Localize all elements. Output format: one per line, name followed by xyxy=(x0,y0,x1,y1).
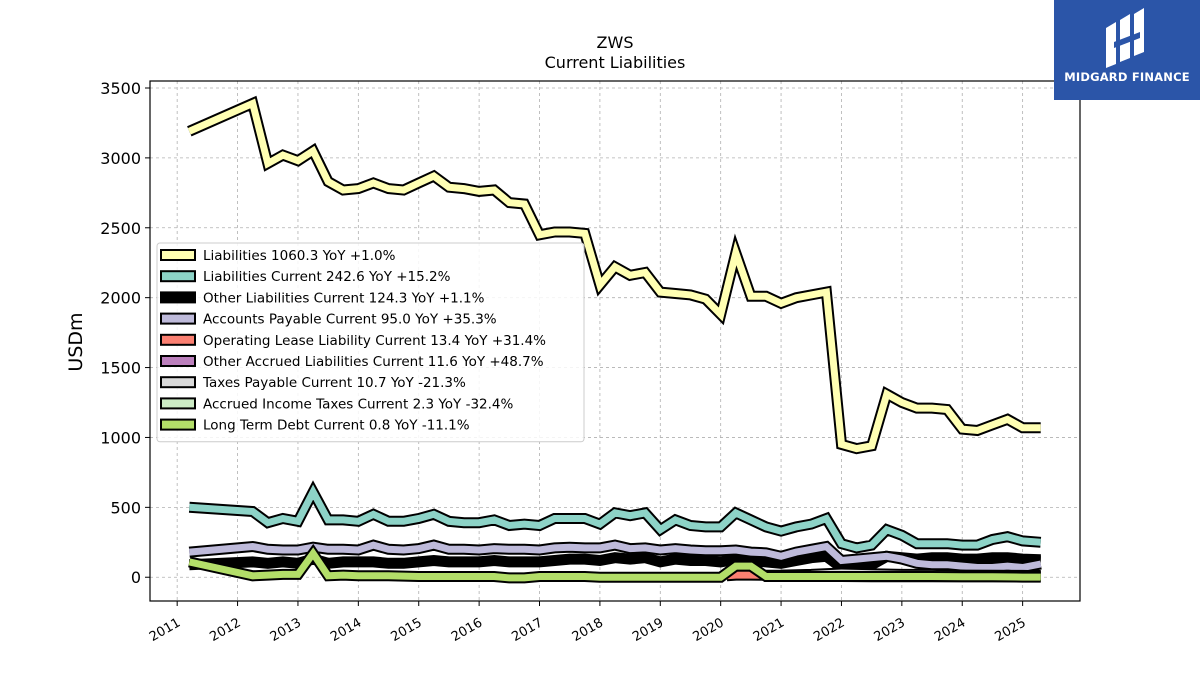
legend-entry: Liabilities Current 242.6 YoY +15.2% xyxy=(203,269,451,285)
series-stroke xyxy=(187,98,1041,453)
y-tick-label: 3500 xyxy=(100,79,141,98)
legend-entry: Operating Lease Liability Current 13.4 Y… xyxy=(203,333,546,349)
legend-swatch xyxy=(160,418,196,431)
y-tick-label: 1500 xyxy=(100,359,141,378)
series-layer xyxy=(187,95,1042,584)
legend-swatch xyxy=(160,397,196,410)
series-stroke xyxy=(188,541,1042,572)
legend-entry: Taxes Payable Current 10.7 YoY -21.3% xyxy=(202,375,466,391)
series-line-1 xyxy=(187,95,1041,455)
y-tick-label: 0 xyxy=(131,568,141,587)
legend-entry: Accrued Income Taxes Current 2.3 YoY -32… xyxy=(203,396,514,412)
series-line-9 xyxy=(188,543,1041,584)
y-tick-label: 2500 xyxy=(100,219,141,238)
legend-entry: Other Accrued Liabilities Current 11.6 Y… xyxy=(203,354,544,370)
legend-entry: Other Liabilities Current 124.3 YoY +1.1… xyxy=(203,290,485,306)
y-tick-label: 3000 xyxy=(100,149,141,168)
midgard-finance-logo: MIDGARD FINANCE xyxy=(1054,0,1200,100)
midgard-logo-icon xyxy=(1106,8,1144,68)
chart-subtitle: Current Liabilities xyxy=(545,53,686,72)
legend-entry: Liabilities 1060.3 YoY +1.0% xyxy=(203,248,396,264)
legend-box xyxy=(156,242,585,443)
legend-swatch xyxy=(160,291,196,304)
series-line-4 xyxy=(188,539,1042,574)
legend-swatch xyxy=(160,333,196,346)
legend-swatch xyxy=(160,312,196,325)
series-stroke xyxy=(189,484,1041,552)
plot-frame xyxy=(149,80,1081,602)
y-tick-label: 500 xyxy=(110,498,141,517)
series-line-2 xyxy=(188,480,1042,554)
logo-text: MIDGARD FINANCE xyxy=(1064,70,1190,84)
legend-entry: Long Term Debt Current 0.8 YoY -11.1% xyxy=(203,418,470,434)
series-stroke xyxy=(188,547,1041,582)
chart-title: ZWS xyxy=(597,33,634,52)
legend-swatch xyxy=(160,270,196,283)
legend-swatch xyxy=(160,355,196,367)
y-axis-label: USDm xyxy=(65,312,87,371)
legend-entry: Accounts Payable Current 95.0 YoY +35.3% xyxy=(203,312,497,328)
y-tick-label: 2000 xyxy=(100,289,141,308)
legend: Liabilities 1060.3 YoY +1.0% Liabilities … xyxy=(156,242,585,443)
y-tick-label: 1000 xyxy=(100,428,141,447)
legend-swatch xyxy=(160,249,196,261)
legend-swatch xyxy=(160,376,196,389)
